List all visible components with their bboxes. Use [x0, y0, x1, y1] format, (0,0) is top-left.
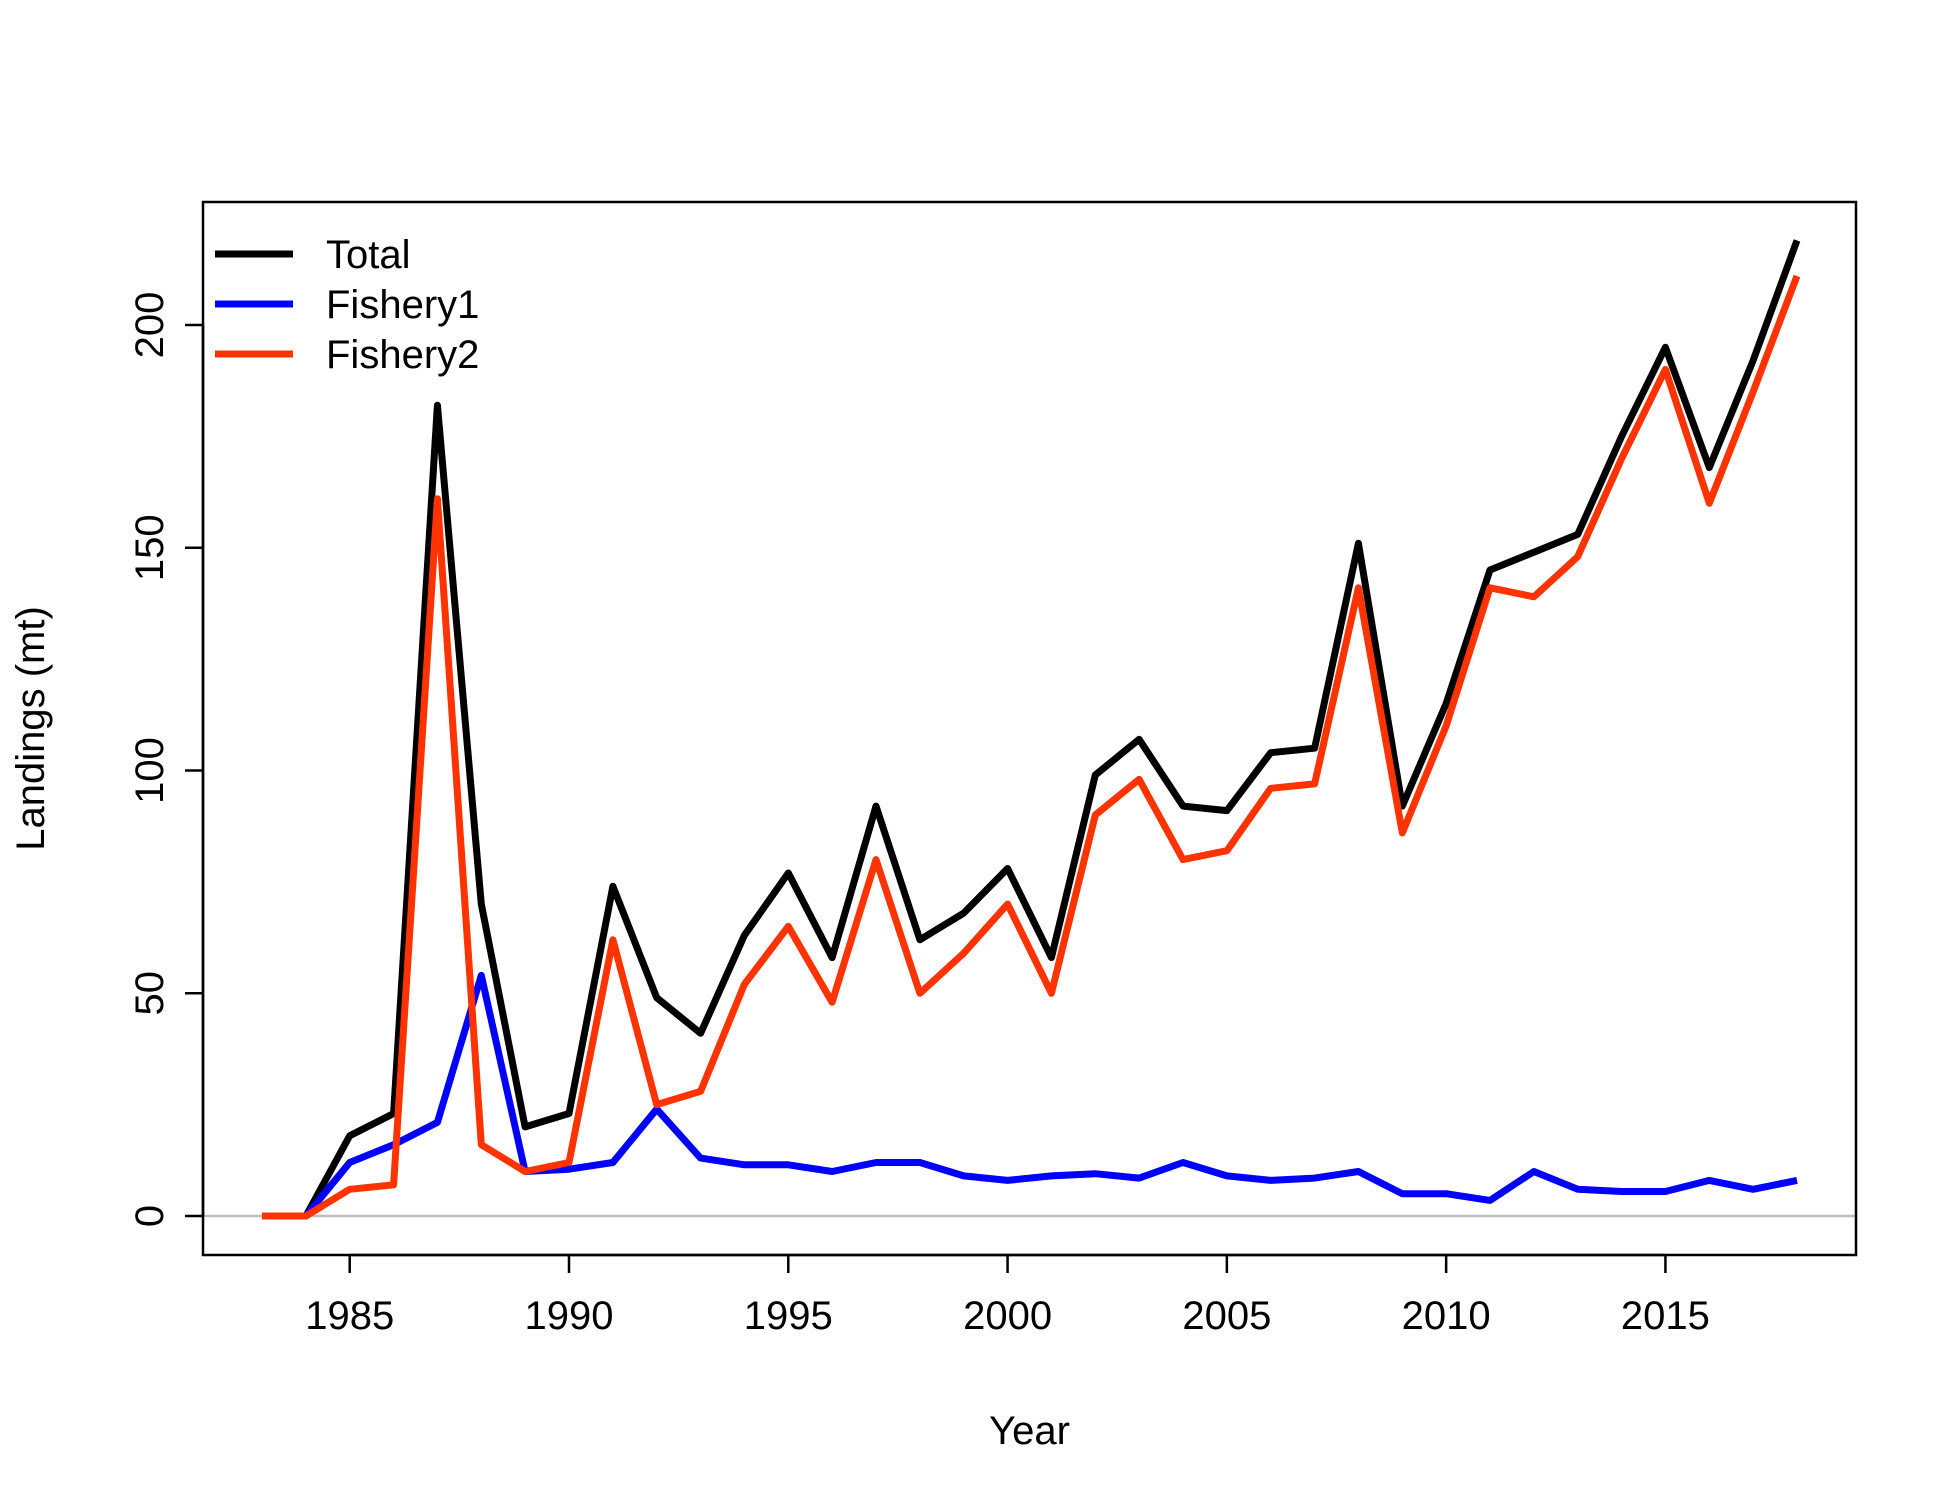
- y-tick-label: 0: [128, 1205, 172, 1227]
- y-tick-label: 200: [128, 292, 172, 359]
- series-layer: [262, 239, 1801, 1220]
- x-axis-title: Year: [989, 1409, 1070, 1453]
- legend-label-fishery1: Fishery1: [326, 283, 479, 327]
- x-tick-label: 2005: [1182, 1294, 1271, 1338]
- legend-label-total: Total: [326, 233, 411, 277]
- y-axis: 0 50 100 150 200: [128, 292, 205, 1227]
- series-line-total: [262, 239, 1801, 1220]
- legend-label-fishery2: Fishery2: [326, 333, 479, 377]
- x-axis: 1985 1990 1995 2000 2005 2010 2015: [305, 1253, 1710, 1338]
- y-axis-title: Landings (mt): [9, 606, 53, 851]
- legend: Total Fishery1 Fishery2: [215, 233, 479, 377]
- y-tick-label: 150: [128, 514, 172, 581]
- series-line-fishery2: [262, 274, 1801, 1220]
- x-tick-label: 1990: [525, 1294, 614, 1338]
- x-tick-label: 2000: [963, 1294, 1052, 1338]
- x-tick-label: 2010: [1402, 1294, 1491, 1338]
- x-tick-label: 2015: [1621, 1294, 1710, 1338]
- y-tick-label: 50: [128, 971, 172, 1016]
- x-tick-label: 1985: [305, 1294, 394, 1338]
- series-line-fishery1: [262, 971, 1798, 1220]
- x-tick-label: 1995: [744, 1294, 833, 1338]
- y-tick-label: 100: [128, 737, 172, 804]
